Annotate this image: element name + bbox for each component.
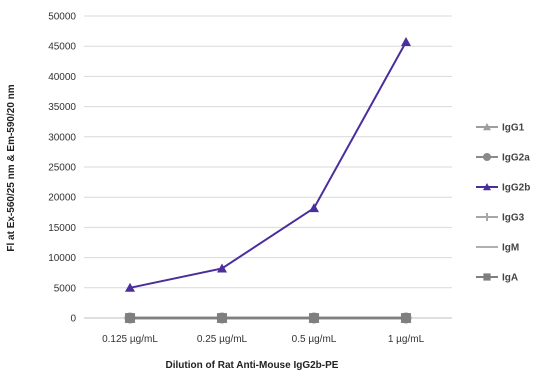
y-tick-label: 0 <box>70 314 76 325</box>
x-tick-label: 0.125 µg/mL <box>102 334 158 345</box>
data-point <box>125 313 135 323</box>
legend-marker <box>483 123 491 131</box>
y-tick-label: 10000 <box>48 253 76 264</box>
legend-label: IgG3 <box>502 213 525 224</box>
legend-label: IgG1 <box>502 123 525 134</box>
series-line <box>129 41 407 289</box>
y-axis-ticks: 0 5000 10000 15000 20000 25000 30000 35000 40000… <box>48 12 76 325</box>
y-tick-label: 20000 <box>48 193 76 204</box>
data-point <box>217 313 227 323</box>
data-point <box>401 36 411 46</box>
legend-label: IgG2b <box>502 183 530 194</box>
y-tick-label: 45000 <box>48 42 76 53</box>
y-tick-label: 40000 <box>48 72 76 83</box>
y-tick-label: 15000 <box>48 223 76 234</box>
y-tick-label: 35000 <box>48 102 76 113</box>
legend-marker <box>483 273 491 281</box>
data-point <box>309 203 319 213</box>
data-point <box>125 282 135 292</box>
data-point <box>217 263 227 273</box>
data-point <box>309 313 319 323</box>
x-axis-ticks: 0.125 µg/mL 0.25 µg/mL 0.5 µg/mL 1 µg/mL <box>102 334 424 345</box>
legend-item-igg2a: IgG2a <box>476 153 530 164</box>
legend-label: IgM <box>502 243 519 254</box>
series-igg2b <box>125 36 411 292</box>
legend-marker <box>483 183 491 191</box>
y-tick-label: 5000 <box>54 283 77 294</box>
legend-label: IgA <box>502 273 518 284</box>
y-axis-label: Fl at Ex-560/25 nm & Em-590/20 nm <box>6 84 17 251</box>
legend-item-igg1: IgG1 <box>476 123 525 134</box>
series-layer <box>124 36 412 324</box>
y-tick-label: 25000 <box>48 163 76 174</box>
legend-marker <box>483 213 491 221</box>
x-tick-label: 0.25 µg/mL <box>197 334 248 345</box>
y-tick-label: 50000 <box>48 12 76 23</box>
gridlines <box>84 15 452 319</box>
x-tick-label: 0.5 µg/mL <box>292 334 337 345</box>
data-point <box>401 313 411 323</box>
x-tick-label: 1 µg/mL <box>388 334 425 345</box>
legend-item-igg3: IgG3 <box>476 213 525 224</box>
y-tick-label: 30000 <box>48 132 76 143</box>
legend: IgG1 IgG2a IgG2b IgG3 IgM IgA <box>476 123 530 284</box>
x-axis-label: Dilution of Rat Anti-Mouse IgG2b-PE <box>166 360 339 371</box>
legend-item-igm: IgM <box>476 243 519 254</box>
legend-item-iga: IgA <box>476 273 518 284</box>
series-iga <box>125 313 411 323</box>
legend-marker <box>483 153 491 161</box>
legend-item-igg2b: IgG2b <box>476 183 530 194</box>
legend-label: IgG2a <box>502 153 530 164</box>
